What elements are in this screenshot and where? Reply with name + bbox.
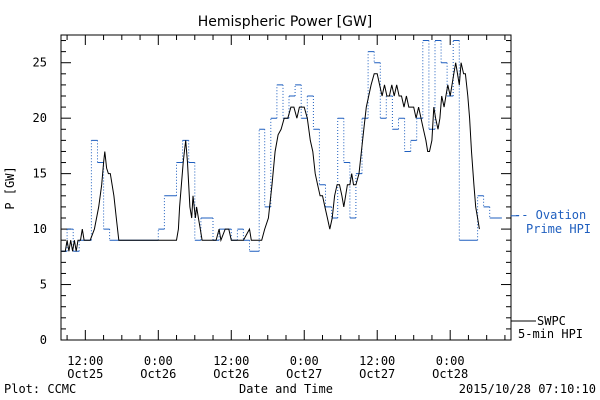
x-axis: 12:00Oct250:00Oct2612:00Oct260:00Oct2712… [66,35,506,381]
x-tick-date-label: Oct27 [359,367,395,381]
swpc-series-line [61,62,480,252]
x-tick-time-label: 12:00 [67,354,103,368]
legend-ovation-line2: Prime HPI [526,222,591,236]
plot-source-label: Plot: CCMC [4,382,76,396]
y-tick-label: 10 [33,222,47,236]
ovation-series-line [61,40,502,252]
timestamp-label: 2015/10/28 07:10:10 [459,382,596,396]
x-tick-time-label: 12:00 [213,354,249,368]
y-tick-label: 20 [33,111,47,125]
legend-swpc-line1: SWPC [537,314,566,328]
x-tick-date-label: Oct26 [140,367,176,381]
legend-swpc-line2: 5-min HPI [518,327,583,341]
ovation-series-risers [66,40,491,252]
y-tick-label: 5 [40,278,47,292]
x-tick-date-label: Oct27 [286,367,322,381]
x-tick-time-label: 12:00 [359,354,395,368]
series-layer [61,40,519,252]
y-tick-label: 0 [40,333,47,347]
x-axis-label: Date and Time [239,382,333,396]
legend-ovation: -- Ovation Prime HPI [514,208,591,236]
y-axis: 0 5 10 15 20 25 [33,40,511,347]
chart-title: Hemispheric Power [GW] [198,14,373,30]
x-tick-date-label: Oct25 [67,367,103,381]
y-tick-label: 25 [33,56,47,70]
plot-frame [60,34,512,341]
x-tick-time-label: 0:00 [290,354,319,368]
x-tick-date-label: Oct28 [432,367,468,381]
x-tick-time-label: 0:00 [436,354,465,368]
legend-swpc: SWPC 5-min HPI [511,314,583,341]
y-axis-label: P [GW] [3,166,17,209]
legend-ovation-line1: -- Ovation [514,208,586,222]
x-tick-date-label: Oct26 [213,367,249,381]
x-tick-time-label: 0:00 [144,354,173,368]
y-tick-label: 15 [33,167,47,181]
